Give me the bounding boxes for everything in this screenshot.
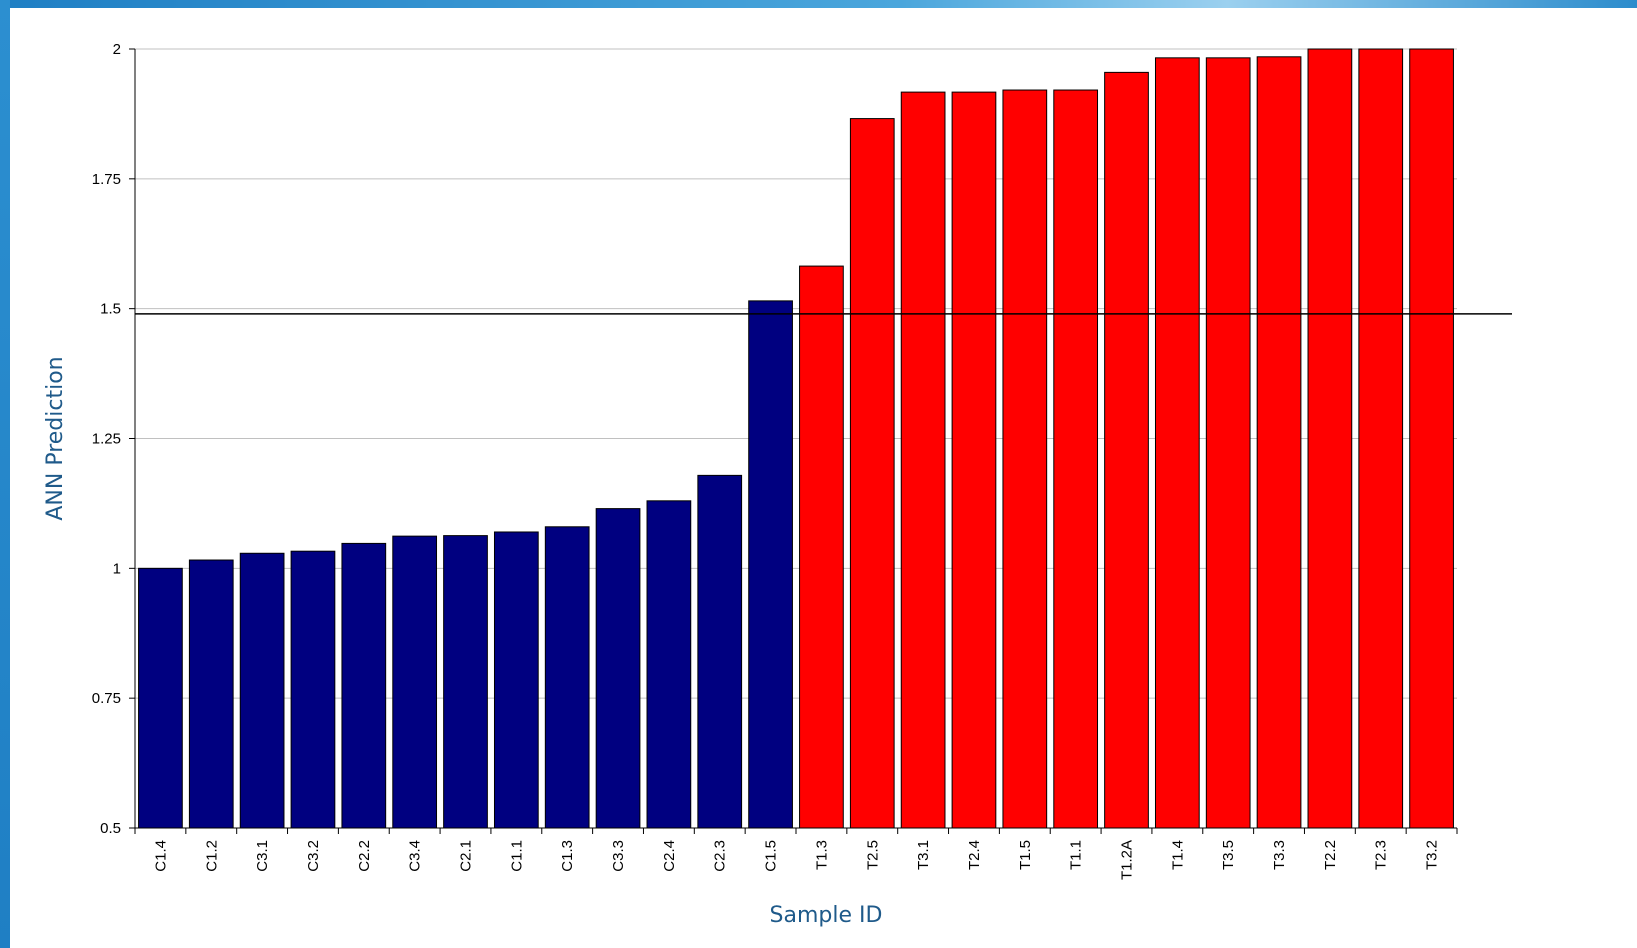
y-tick-label: 1.5 (100, 301, 121, 318)
x-tick-label: T2.3 (1373, 840, 1390, 870)
x-tick-label: C3.1 (254, 840, 271, 872)
x-axis-title: Sample ID (770, 903, 883, 928)
bar-c2-3 (697, 474, 743, 829)
x-tick-label: T2.4 (966, 840, 983, 870)
bars (138, 48, 1454, 829)
bar-t1-3 (799, 265, 844, 829)
bar-c1-4 (138, 567, 183, 829)
x-tick-label: T2.2 (1322, 840, 1339, 870)
bar-t1-2a (1104, 71, 1149, 829)
bar-t1-1 (1053, 89, 1099, 829)
bar-t1-5 (1002, 89, 1048, 829)
bar-c2-2 (341, 542, 387, 829)
bar-c3-4 (392, 535, 438, 829)
y-tick-label: 1 (113, 560, 121, 577)
x-tick-label: C2.3 (712, 840, 729, 872)
x-tick-label: T1.3 (813, 840, 830, 870)
bar-c1-1 (493, 531, 539, 829)
bar-c1-2 (188, 559, 234, 829)
x-tick-label: T3.1 (915, 840, 932, 870)
x-tick-label: T3.2 (1424, 840, 1441, 870)
x-tick-label: C2.4 (661, 840, 678, 872)
bar-c2-4 (646, 500, 692, 829)
x-tick-label: C1.1 (508, 840, 525, 872)
x-tick-label: T2.5 (864, 840, 881, 870)
x-tick-label: T1.1 (1068, 840, 1085, 870)
bar-c2-1 (443, 535, 488, 829)
bar-t2-4 (951, 91, 997, 829)
bar-t3-2 (1409, 48, 1454, 829)
y-axis-title: ANN Prediction (43, 356, 68, 520)
x-tick-label: C3.3 (610, 840, 627, 872)
x-tick-label: C1.5 (763, 840, 780, 872)
bar-t2-3 (1358, 48, 1404, 829)
x-tick-label: T1.4 (1169, 840, 1186, 870)
y-tick-label: 2 (113, 41, 121, 58)
bar-c3-2 (290, 550, 336, 829)
y-tick-label: 1.75 (92, 171, 121, 188)
bar-c1-3 (544, 526, 590, 829)
bar-t3-5 (1205, 57, 1251, 829)
x-tick-label: T3.3 (1271, 840, 1288, 870)
y-tick-label: 0.5 (100, 820, 121, 837)
bar-c3-3 (595, 508, 641, 829)
y-tick-label: 1.25 (92, 431, 121, 448)
x-tick-label: T1.2A (1119, 840, 1136, 880)
x-tick-label: C1.3 (559, 840, 576, 872)
x-tick-label: T3.5 (1220, 840, 1237, 870)
x-tick-label: C2.1 (458, 840, 475, 872)
x-tick-label: C3.2 (305, 840, 322, 872)
top-frame-bar (0, 0, 1637, 8)
y-tick-label: 0.75 (92, 690, 121, 707)
bar-t2-5 (849, 118, 895, 829)
x-tick-label: C1.4 (152, 840, 169, 872)
bar-c3-1 (239, 552, 285, 829)
bar-t3-1 (900, 91, 946, 829)
x-tick-label: C3.4 (407, 840, 424, 872)
bar-t1-4 (1154, 57, 1200, 829)
bar-t2-2 (1307, 48, 1353, 829)
x-tick-labels: C1.4 C1.2 C3.1 C3.2 C2.2 C3.4 C2.1 C1.1 C1.3 C3.3… (152, 840, 1440, 880)
bar-t3-3 (1256, 56, 1302, 829)
y-tick-labels: 0.5 0.75 1 1.25 1.5 1.75 2 (92, 41, 121, 837)
bar-c1-5 (748, 300, 793, 829)
axes (129, 48, 1458, 834)
x-tick-label: C2.2 (356, 840, 373, 872)
x-tick-label: T1.5 (1017, 840, 1034, 870)
left-frame-bar (0, 0, 10, 948)
x-tick-label: C1.2 (203, 840, 220, 872)
